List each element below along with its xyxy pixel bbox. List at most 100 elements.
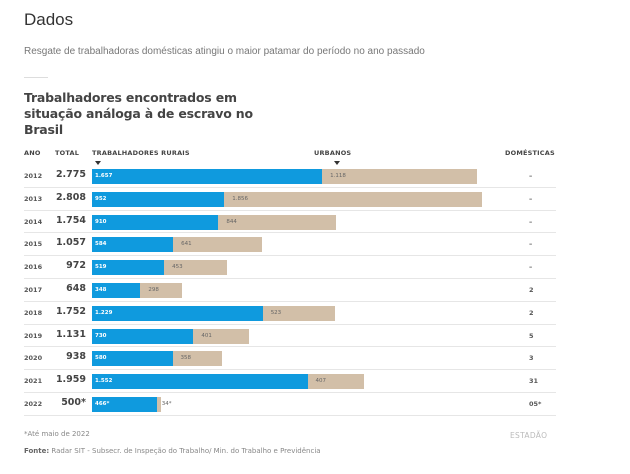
bar-urban	[262, 305, 336, 321]
page-title: Dados	[24, 10, 74, 29]
bar-urban	[218, 214, 336, 230]
bar-urban	[224, 191, 482, 207]
total-value: 2.808	[55, 191, 86, 203]
page-subtitle: Resgate de trabalhadoras domésticas atin…	[24, 46, 425, 57]
urban-arrow-icon	[334, 161, 340, 165]
bar-rural	[92, 328, 194, 344]
year-label: 2012	[24, 172, 43, 180]
bar-urban	[193, 328, 250, 344]
total-value: 1.131	[55, 328, 86, 340]
label-urban: 844	[226, 218, 237, 225]
domestic-value: 31	[529, 377, 539, 386]
total-value: 1.959	[55, 374, 86, 386]
year-label: 2016	[24, 263, 43, 272]
label-rural: 466*	[95, 400, 110, 407]
year-label: 2018	[24, 308, 43, 317]
brand-logo: ESTADÃO	[510, 431, 548, 440]
source-text: Radar SIT - Subsecr. de Inspeção do Trab…	[49, 447, 321, 455]
label-urban: 453	[172, 264, 183, 271]
bar-rural	[92, 260, 165, 276]
bar-urban	[156, 396, 162, 412]
source-label: Fonte:	[24, 447, 50, 455]
year-label: 2019	[24, 331, 43, 340]
label-rural: 348	[95, 286, 107, 293]
chart-title: Trabalhadores encontrados em situação an…	[24, 90, 253, 137]
total-value: 1.754	[55, 214, 86, 226]
year-label: 2015	[24, 240, 43, 249]
table-row: 2015 1.057 584 641 –	[24, 233, 556, 257]
chart-rows: 2012 2.775 1.657 1.118–2013 2.808 952 1.856–20…	[24, 165, 556, 416]
total-value: 938	[66, 351, 86, 363]
rural-arrow-icon	[95, 161, 101, 165]
bar-urban	[322, 169, 478, 184]
total-value: 1.752	[55, 305, 86, 317]
source: Fonte: Radar SIT - Subsecr. de Inspeção …	[24, 447, 321, 455]
year-label: 2021	[24, 377, 43, 386]
label-rural: 519	[95, 264, 107, 271]
year-label: 2020	[24, 354, 43, 363]
domestic-value: 5	[529, 331, 534, 340]
table-row: 2012 2.775 1.657 1.118 –	[24, 165, 556, 188]
label-urban: 641	[181, 241, 192, 248]
total-value: 972	[66, 260, 86, 272]
domestic-value: 2	[529, 308, 534, 317]
bar-urban	[173, 237, 263, 253]
bar-rural	[92, 214, 219, 230]
bar-rural	[92, 374, 308, 390]
bar-rural	[92, 191, 225, 207]
label-urban: 298	[148, 286, 159, 293]
total-value: 648	[66, 282, 86, 294]
table-row: 2017 648 348 298 2	[24, 279, 556, 302]
label-rural: 730	[95, 332, 107, 339]
domestic-value: 3	[529, 354, 534, 363]
bar-rural	[92, 169, 323, 184]
table-row: 2016 972 519 453 –	[24, 256, 556, 279]
bar-urban	[140, 282, 182, 298]
table-row: 2022 500* 466* 34* 05*	[24, 393, 556, 416]
label-rural: 1.552	[95, 378, 113, 385]
domestic-value: –	[529, 263, 533, 272]
total-value: 500*	[61, 396, 86, 408]
bar-urban	[307, 374, 365, 390]
label-rural: 1.229	[95, 309, 113, 316]
total-value: 1.057	[55, 237, 86, 249]
label-urban: 34*	[161, 400, 172, 407]
label-rural: 584	[95, 241, 107, 248]
header-year: ANO	[24, 149, 41, 157]
label-urban: 407	[315, 378, 327, 385]
year-label: 2022	[24, 399, 43, 408]
label-rural: 910	[95, 218, 107, 225]
table-row: 2018 1.752 1.229 523 2	[24, 302, 556, 325]
table-row: 2020 938 580 358 3	[24, 347, 556, 371]
domestic-value: –	[529, 194, 533, 203]
year-label: 2013	[24, 194, 43, 203]
year-label: 2017	[24, 285, 43, 294]
header-total: TOTAL	[55, 149, 80, 157]
table-row: 2021 1.959 1.552 407 31	[24, 370, 556, 393]
label-rural: 1.657	[95, 173, 113, 179]
table-row: 2013 2.808 952 1.856 –	[24, 188, 556, 211]
domestic-value: –	[529, 172, 533, 180]
divider	[24, 77, 48, 78]
table-row: 2014 1.754 910 844 –	[24, 211, 556, 234]
label-rural: 580	[95, 355, 107, 362]
label-urban: 1.118	[330, 173, 346, 179]
domestic-value: –	[529, 240, 533, 249]
label-urban: 358	[180, 355, 192, 362]
label-urban: 1.856	[232, 195, 248, 202]
header-urban: URBANOS	[314, 149, 352, 157]
bar-rural	[92, 396, 157, 412]
domestic-value: –	[529, 217, 533, 226]
label-urban: 401	[201, 332, 212, 339]
header-domestic: DOMÉSTICAS	[505, 149, 555, 157]
bar-urban	[164, 260, 227, 276]
label-urban: 523	[270, 309, 282, 316]
header-rural: TRABALHADORES RURAIS	[92, 149, 190, 157]
total-value: 2.775	[55, 169, 86, 180]
footnote: *Até maio de 2022	[24, 430, 90, 438]
domestic-value: 05*	[529, 399, 542, 408]
bar-rural	[92, 282, 141, 298]
domestic-value: 2	[529, 285, 534, 294]
bar-urban	[172, 351, 223, 367]
year-label: 2014	[24, 217, 43, 226]
